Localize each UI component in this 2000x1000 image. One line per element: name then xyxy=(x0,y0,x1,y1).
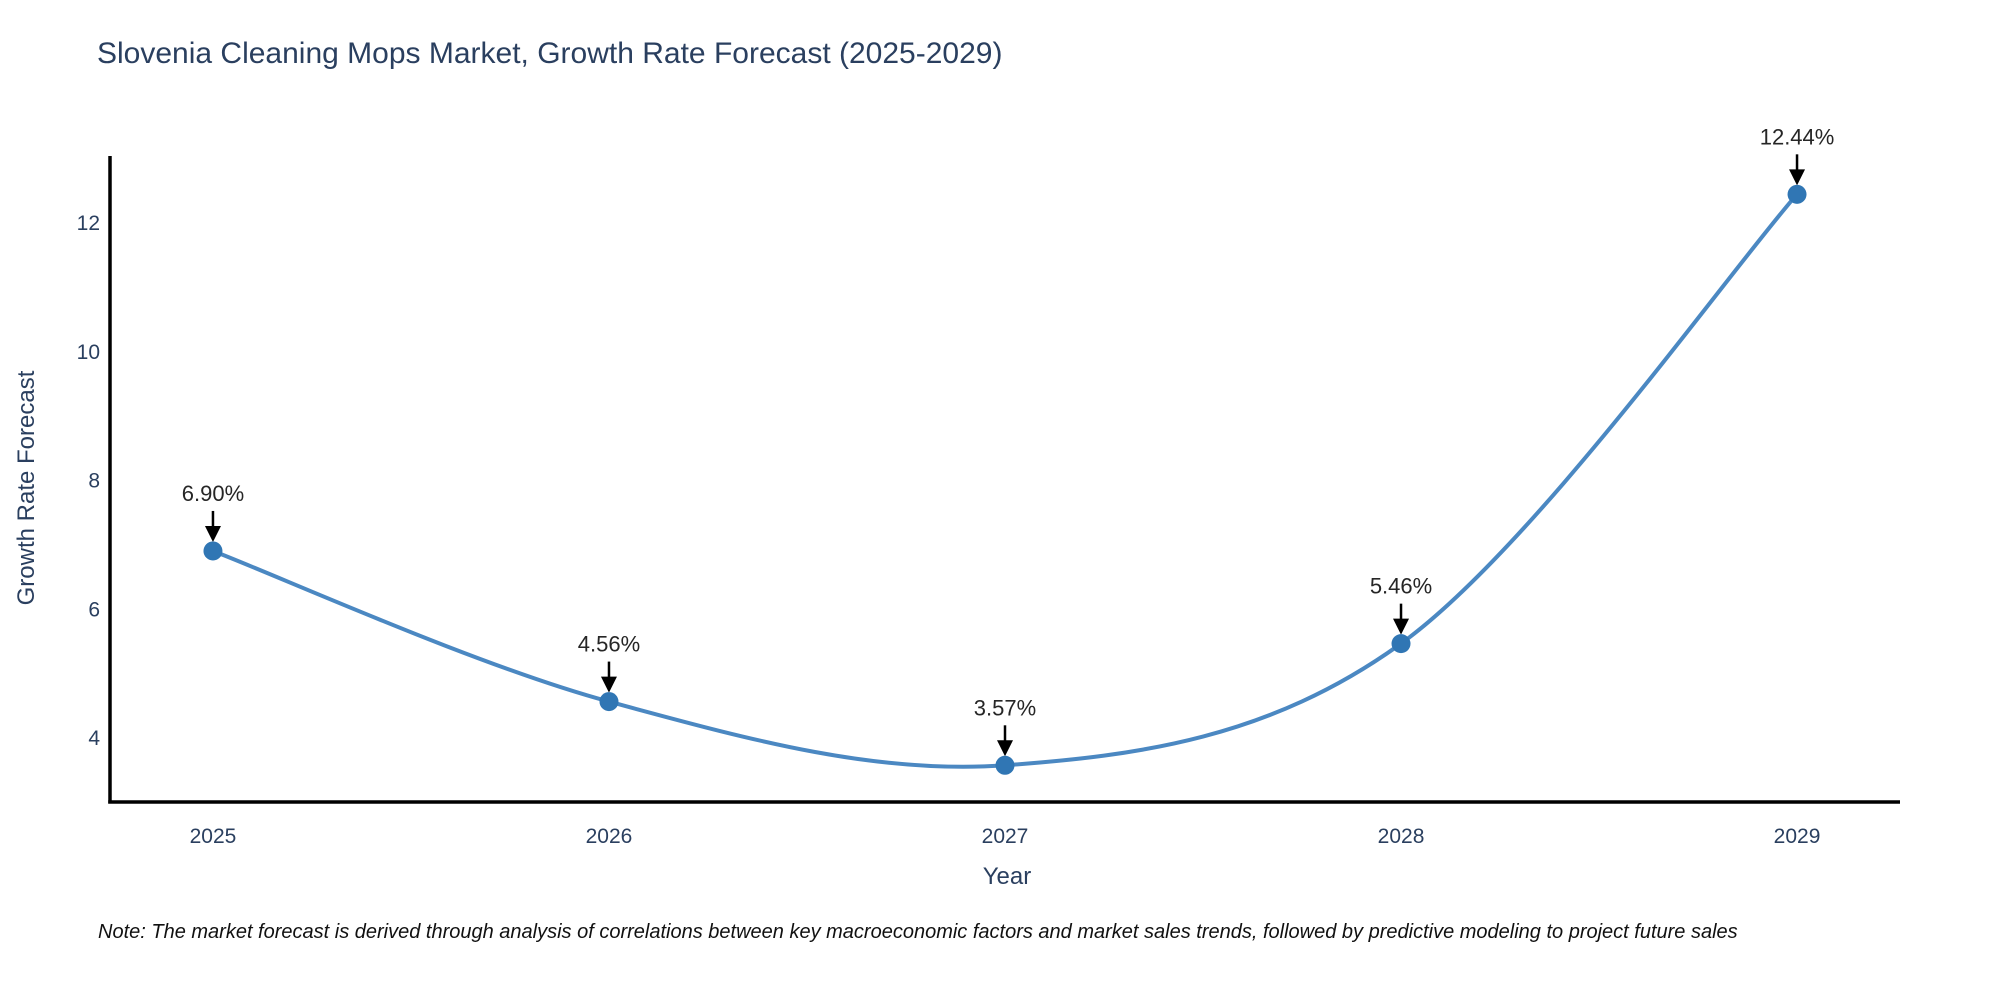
data-point-marker xyxy=(599,692,619,712)
x-tick-label: 2027 xyxy=(982,825,1029,848)
data-point-marker xyxy=(1787,184,1807,204)
y-axis-title: Growth Rate Forecast xyxy=(13,370,40,605)
y-tick-label: 4 xyxy=(88,727,100,750)
x-tick-label: 2026 xyxy=(586,825,633,848)
annotation-arrow-head xyxy=(600,676,617,693)
data-point-marker xyxy=(1391,634,1411,654)
annotation-arrow-head xyxy=(204,525,221,542)
y-tick-label: 6 xyxy=(88,598,100,621)
footnote: Note: The market forecast is derived thr… xyxy=(98,921,1738,943)
trend-line xyxy=(211,192,1799,769)
trend-line-layer xyxy=(211,192,1799,769)
chart-title: Slovenia Cleaning Mops Market, Growth Ra… xyxy=(97,37,1002,70)
data-point-marker xyxy=(995,755,1015,775)
y-tick-label: 10 xyxy=(77,341,100,364)
y-tick-label: 12 xyxy=(77,212,100,235)
annotation-label: 3.57% xyxy=(974,695,1036,720)
tick-label-layer: 4 6 8 10 12 2025 2026 2027 2028 2029 xyxy=(77,212,1821,848)
x-tick-label: 2029 xyxy=(1774,825,1821,848)
y-tick-label: 8 xyxy=(88,470,100,493)
annotation-label-layer: 6.90% 4.56% 3.57% 5.46% 12.44% xyxy=(182,124,1835,720)
annotation-arrow-head xyxy=(1393,618,1410,635)
annotation-arrow-layer xyxy=(204,154,1806,757)
annotation-label: 4.56% xyxy=(578,632,640,657)
annotation-label: 12.44% xyxy=(1760,124,1835,149)
annotation-arrow-head xyxy=(997,740,1013,757)
x-axis-title: Year xyxy=(983,863,1032,890)
annotation-label: 6.90% xyxy=(182,481,244,506)
x-tick-label: 2028 xyxy=(1378,825,1425,848)
annotation-label: 5.46% xyxy=(1370,574,1432,599)
annotation-arrow-head xyxy=(1789,169,1806,186)
data-point-marker xyxy=(203,541,223,561)
data-point-layer xyxy=(203,184,1807,775)
x-tick-label: 2025 xyxy=(190,825,237,848)
